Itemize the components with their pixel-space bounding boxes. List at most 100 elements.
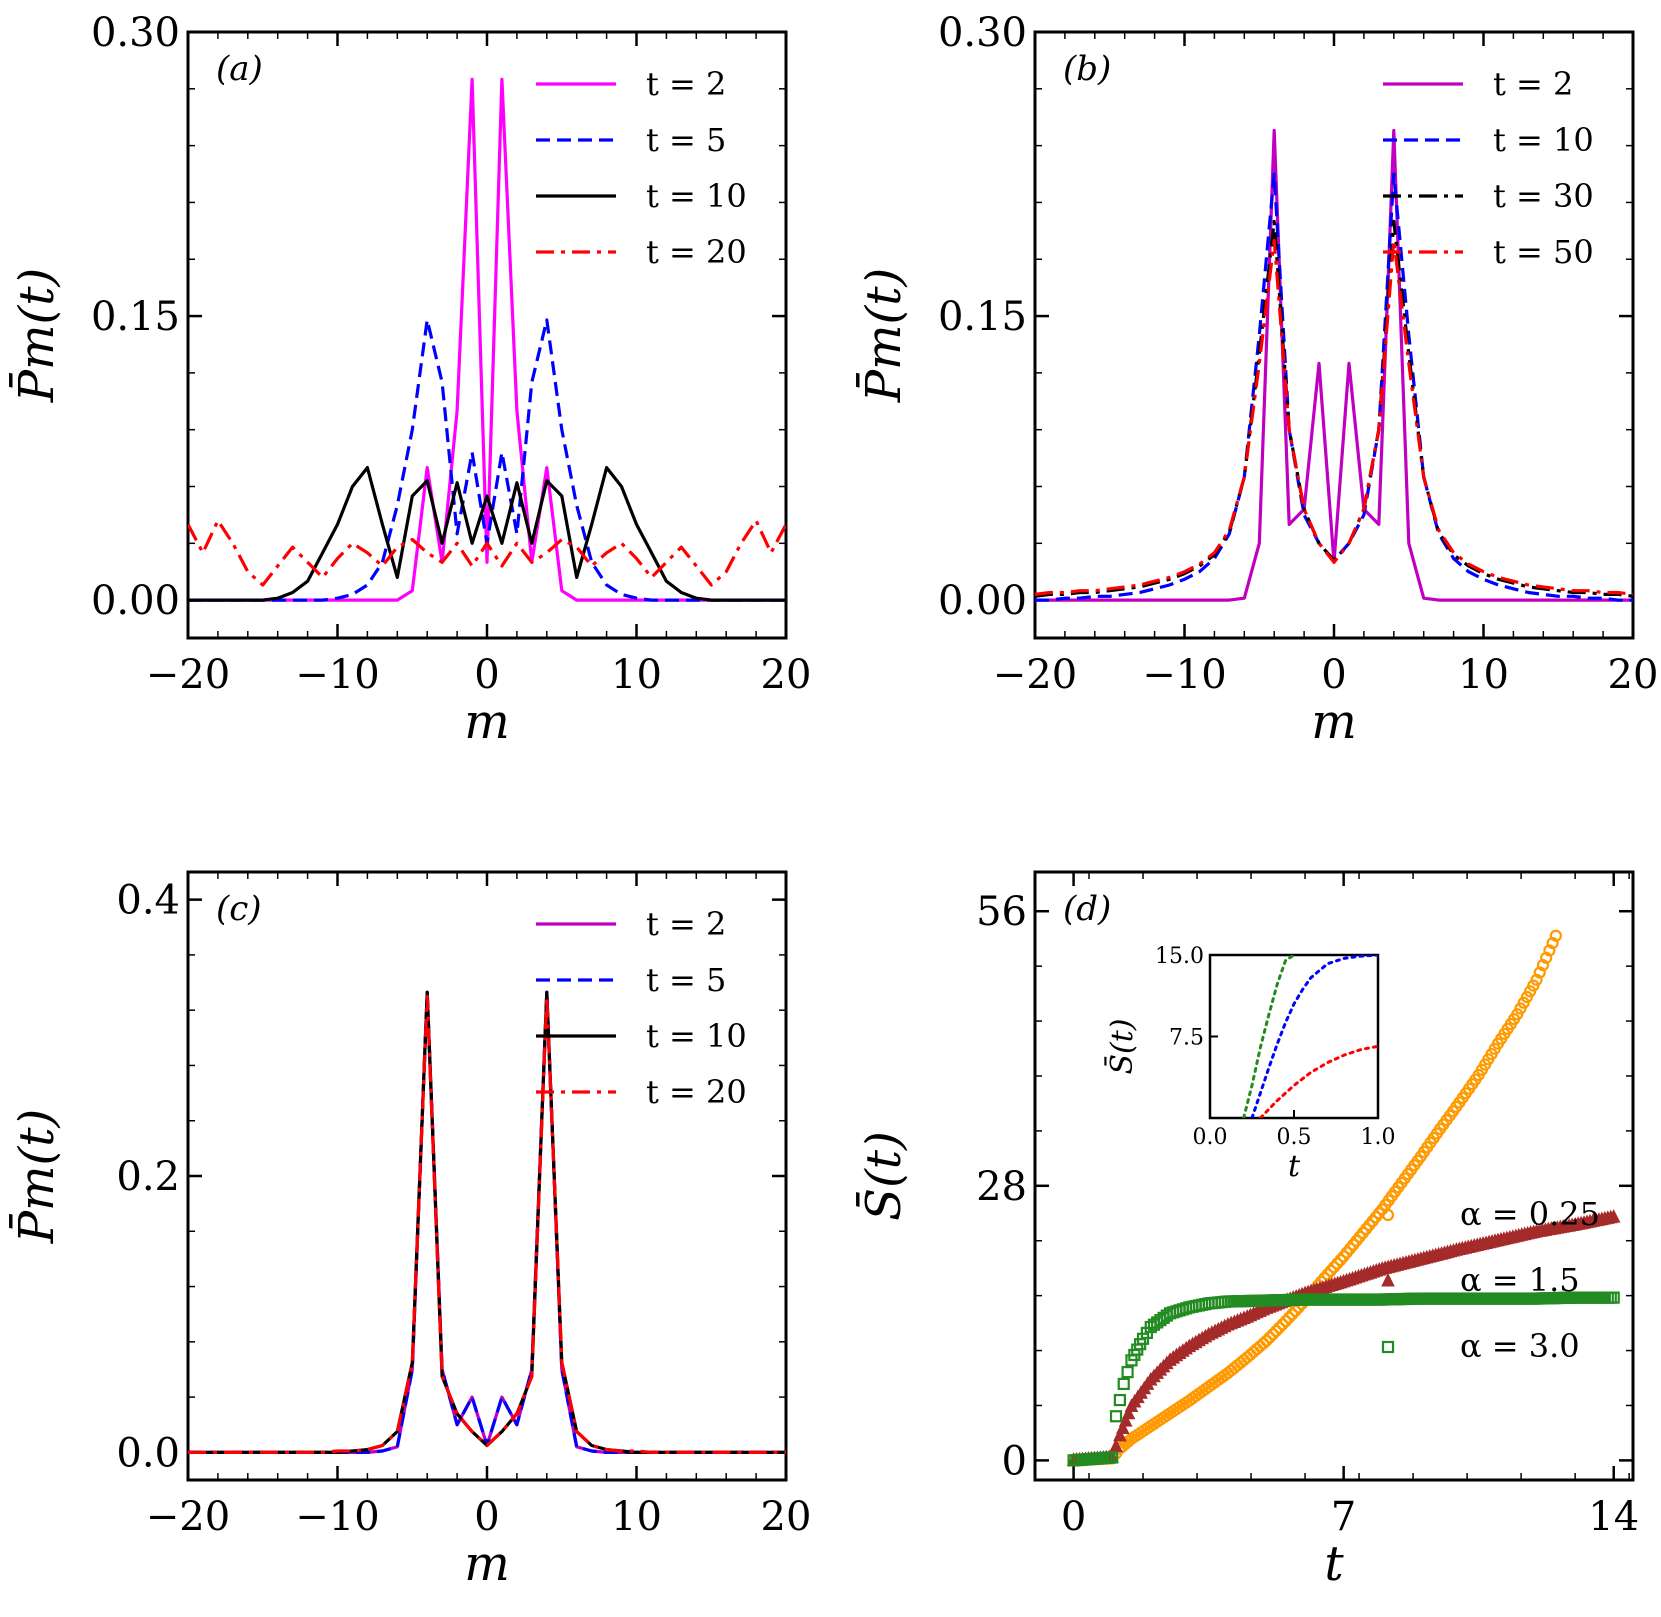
data-point	[1543, 944, 1556, 957]
data-point	[1263, 1331, 1276, 1344]
x-axis-label: m	[1311, 694, 1357, 750]
x-tick-label: −10	[295, 652, 379, 698]
legend-label: t = 10	[646, 177, 747, 215]
panel-a: −20 −10 0 10 20 0.00 0.15 0.30 m P̄m(t) (a) t = 2 t …	[7, 10, 811, 750]
legend-label: t = 2	[646, 65, 726, 103]
legend-label: t = 20	[646, 233, 747, 271]
x-tick-label: 7	[1331, 1494, 1356, 1540]
data-point	[1121, 1405, 1136, 1420]
panel-d: 0 7 14 0 28 56 t S̄(t) (d) α = 0.25 α = 1.5 α = 3.0…	[854, 870, 1639, 1592]
legend-label: t = 30	[1493, 177, 1594, 215]
x-tick-label: 20	[761, 1494, 812, 1540]
x-axis-label: m	[464, 694, 510, 750]
panel-tag: (c)	[216, 889, 262, 929]
y-axis-label: P̄m(t)	[7, 268, 65, 404]
data-point	[1276, 1318, 1289, 1331]
inset-y-tick-label: 7.5	[1169, 1026, 1204, 1051]
data-point	[1381, 1272, 1395, 1287]
y-tick-label: 0.30	[91, 10, 180, 56]
data-point	[1286, 1308, 1299, 1321]
data-point	[1321, 1268, 1334, 1281]
data-point	[1121, 1366, 1134, 1379]
inset-series-line-0	[1242, 955, 1296, 1118]
series-line-2	[188, 466, 786, 602]
series-2	[1067, 1291, 1620, 1467]
data-point	[1381, 1208, 1395, 1222]
legend-label: t = 50	[1493, 233, 1594, 271]
panel-tag: (a)	[216, 49, 263, 89]
y-axis-label: S̄(t)	[854, 1131, 912, 1221]
data-point	[1331, 1257, 1344, 1270]
data-point	[1113, 1393, 1126, 1407]
y-axis-label: P̄m(t)	[854, 268, 912, 404]
plot-area	[1035, 128, 1633, 602]
legend-label: t = 2	[1493, 65, 1573, 103]
y-tick-label: 0.15	[938, 294, 1027, 340]
x-tick-label: 20	[1608, 652, 1659, 698]
series-line-2	[188, 990, 786, 1455]
y-tick-label: 0.30	[938, 10, 1027, 56]
data-point	[1270, 1324, 1283, 1338]
legend-label: α = 0.25	[1460, 1195, 1600, 1233]
legend-label: t = 10	[646, 1017, 747, 1055]
series-line-0	[188, 990, 786, 1455]
inset-plot: 0.0 0.5 1.0 7.5 15.0 t S̄(t)	[1104, 944, 1396, 1184]
legend-label: t = 20	[646, 1073, 747, 1111]
legend-label: t = 2	[646, 905, 726, 943]
data-point	[1530, 973, 1543, 986]
data-point	[1266, 1328, 1280, 1341]
plot-area	[188, 990, 786, 1455]
y-tick-label: 56	[976, 889, 1027, 935]
inset-frame	[1208, 953, 1380, 1120]
data-point	[1533, 966, 1546, 979]
data-point	[1334, 1253, 1347, 1267]
inset-y-label: S̄(t)	[1104, 1018, 1140, 1074]
x-tick-label: −10	[295, 1494, 379, 1540]
data-point	[1257, 1337, 1270, 1350]
x-tick-label: 0	[1061, 1494, 1086, 1540]
data-point	[1273, 1321, 1286, 1334]
y-tick-label: 0.00	[938, 578, 1027, 624]
y-tick-label: 0.15	[91, 294, 180, 340]
inset-x-tick-label: 1.0	[1361, 1125, 1396, 1150]
data-point	[1327, 1261, 1341, 1274]
data-point	[1546, 936, 1559, 950]
plot-area	[1066, 929, 1621, 1467]
panel-b: −20 −10 0 10 20 0.00 0.15 0.30 m P̄m(t) (b) t = 2 t …	[854, 10, 1658, 750]
data-point	[1549, 929, 1562, 942]
data-point	[1606, 1209, 1621, 1223]
data-point	[1118, 1413, 1133, 1427]
legend-label: α = 3.0	[1460, 1327, 1580, 1365]
data-point	[1540, 951, 1553, 964]
inset-y-tick-label: 15.0	[1155, 944, 1204, 969]
legend-label: t = 10	[1493, 121, 1594, 159]
data-point	[1109, 1410, 1123, 1423]
inset-series-line-1	[1250, 955, 1378, 1118]
inset-x-label: t	[1288, 1149, 1301, 1184]
x-tick-label: 14	[1588, 1494, 1639, 1540]
x-tick-label: 10	[611, 1494, 662, 1540]
inset-series-line-2	[1258, 1044, 1378, 1118]
series-line-3	[1035, 238, 1633, 596]
x-tick-label: 10	[611, 652, 662, 698]
y-tick-label: 0.0	[116, 1430, 180, 1476]
panel-tag: (b)	[1063, 49, 1111, 89]
y-tick-label: 28	[976, 1164, 1027, 1210]
data-point	[1536, 959, 1550, 972]
inset-x-tick-label: 0.5	[1277, 1125, 1312, 1150]
data-point	[1381, 1340, 1395, 1354]
x-tick-label: 10	[1458, 652, 1509, 698]
inset-plot-area	[1242, 955, 1378, 1118]
data-point	[1117, 1377, 1130, 1390]
data-point	[1113, 1427, 1127, 1442]
plot-frame	[1033, 870, 1635, 1482]
x-axis-label: m	[464, 1536, 510, 1592]
x-tick-label: −10	[1142, 652, 1226, 698]
plot-area	[188, 77, 786, 602]
y-tick-label: 0	[1002, 1438, 1027, 1484]
series-line-1	[188, 990, 786, 1455]
panel-c: −20 −10 0 10 20 0.0 0.2 0.4 m P̄m(t) (c) t = 2 t = 5…	[7, 870, 812, 1592]
y-tick-label: 0.00	[91, 578, 180, 624]
y-tick-label: 0.4	[116, 878, 180, 924]
data-point	[1324, 1264, 1337, 1277]
